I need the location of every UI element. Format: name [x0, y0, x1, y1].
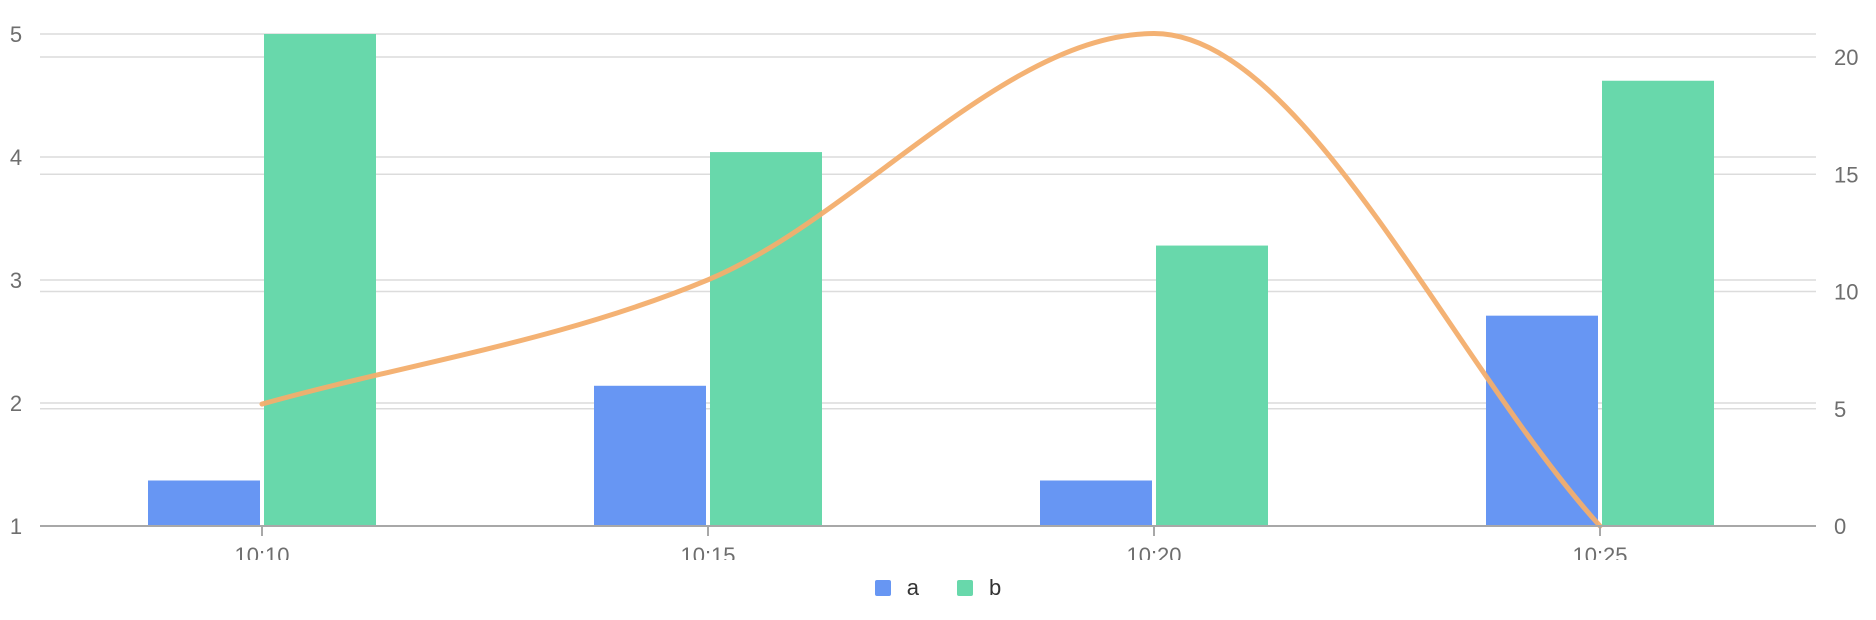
y-left-tick-label: 3 [10, 268, 22, 293]
chart-plot: 1 2 3 4 5 0 5 10 15 20 10:10 10:15 10:20 10:25 [10, 22, 1859, 568]
bars-group [148, 34, 1714, 527]
y-right-tick-label: 20 [1834, 45, 1858, 70]
axes-group [40, 525, 1816, 536]
y-left-tick-label: 1 [10, 514, 22, 539]
bar-a-1020[interactable] [1040, 480, 1152, 526]
x-tick-label: 10:20 [1126, 543, 1181, 560]
bar-a-1010[interactable] [148, 480, 260, 526]
y-left-tick-label: 2 [10, 391, 22, 416]
bar-b-1025[interactable] [1602, 80, 1714, 527]
legend-label-a: a [906, 575, 919, 600]
legend-swatch-a [874, 580, 891, 596]
legend: a b [0, 577, 1876, 599]
line-layer [259, 31, 1603, 529]
legend-item-a[interactable]: a [874, 575, 919, 600]
bar-b-1015[interactable] [710, 152, 822, 526]
line-series[interactable] [259, 31, 1603, 529]
bar-b-1020[interactable] [1156, 245, 1268, 526]
y-right-tick-label: 5 [1834, 397, 1846, 422]
y-left-tick-label: 4 [10, 145, 22, 170]
y-left-tick-label: 5 [10, 22, 22, 47]
legend-swatch-b [957, 580, 973, 596]
y-right-tick-label: 15 [1834, 162, 1858, 187]
y-right-tick-label: 0 [1834, 514, 1846, 539]
bar-a-1015[interactable] [594, 385, 706, 526]
bar-b-1010[interactable] [264, 34, 376, 526]
legend-item-b[interactable]: b [957, 577, 1001, 599]
tick-labels: 1 2 3 4 5 0 5 10 15 20 10:10 10:15 10:20 10:25 [10, 22, 1859, 568]
legend-label-b: b [989, 575, 1002, 600]
x-tick-label: 10:10 [234, 543, 289, 560]
x-tick-label: 10:15 [680, 543, 735, 560]
x-tick-label: 10:25 [1572, 543, 1627, 560]
y-right-tick-label: 10 [1834, 280, 1858, 305]
bar-a-1025[interactable] [1486, 315, 1598, 526]
